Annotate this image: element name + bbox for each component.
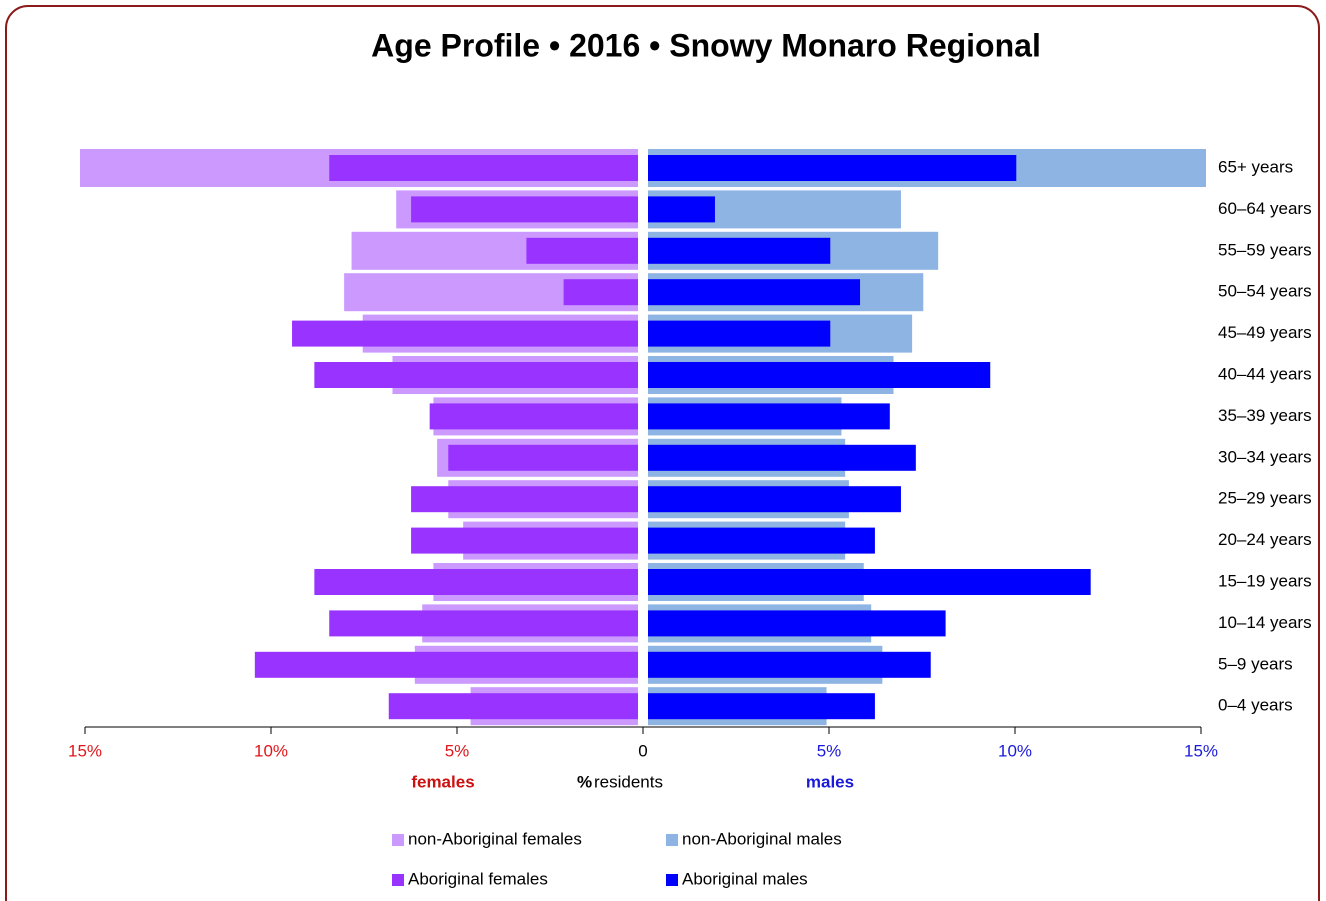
bar [526, 237, 638, 264]
legend-label: non-Aboriginal males [682, 829, 842, 848]
category-label: 60–64 years [1218, 199, 1312, 218]
bar [411, 486, 638, 513]
bar [648, 651, 931, 678]
bar [429, 403, 638, 430]
category-label: 5–9 years [1218, 654, 1293, 673]
legend-swatch [666, 834, 678, 846]
legend-swatch [392, 834, 404, 846]
x-tick-label: 10% [998, 741, 1032, 760]
bar [648, 693, 875, 720]
bar [648, 279, 861, 306]
bar [411, 527, 638, 554]
chart-title: Age Profile • 2016 • Snowy Monaro Region… [371, 27, 1041, 63]
axis-label: residents [594, 772, 663, 791]
x-tick-label: 5% [817, 741, 842, 760]
category-label: 50–54 years [1218, 282, 1312, 301]
x-tick-label: 10% [254, 741, 288, 760]
category-label: 20–24 years [1218, 530, 1312, 549]
bar [648, 610, 946, 637]
bar [648, 486, 901, 513]
bar [314, 569, 638, 595]
category-label: 45–49 years [1218, 323, 1312, 342]
legend-swatch [666, 874, 678, 886]
bar [314, 362, 638, 388]
bar [329, 610, 638, 637]
bar [648, 444, 916, 471]
bar [648, 237, 831, 264]
females-label: females [411, 772, 474, 791]
bar [648, 320, 831, 347]
bar [648, 403, 890, 430]
bar [648, 362, 991, 388]
bar [648, 196, 715, 223]
category-label: 25–29 years [1218, 489, 1312, 508]
bar [411, 196, 638, 223]
legend-label: non-Aboriginal females [408, 829, 582, 848]
category-label: 10–14 years [1218, 613, 1312, 632]
category-label: 35–39 years [1218, 406, 1312, 425]
x-tick-label: 15% [1184, 741, 1218, 760]
males-label: males [806, 772, 854, 791]
bar [448, 444, 638, 471]
bar [648, 569, 1091, 595]
bar [648, 527, 875, 554]
category-label: 55–59 years [1218, 240, 1312, 259]
legend-label: Aboriginal females [408, 869, 548, 888]
x-tick-label: 5% [445, 741, 470, 760]
category-label: 0–4 years [1218, 696, 1293, 715]
bar [648, 155, 1017, 181]
bar [563, 279, 638, 306]
x-tick-label: 15% [68, 741, 102, 760]
category-label: 30–34 years [1218, 447, 1312, 466]
bar [388, 693, 638, 720]
legend-label: Aboriginal males [682, 869, 808, 888]
bar [329, 155, 638, 181]
category-label: 15–19 years [1218, 571, 1312, 590]
bar [292, 320, 638, 347]
x-tick-label: 0 [638, 741, 647, 760]
category-label: 65+ years [1218, 157, 1293, 176]
bar [254, 651, 638, 678]
legend-swatch [392, 874, 404, 886]
category-label: 40–44 years [1218, 364, 1312, 383]
axis-unit: % [577, 772, 592, 791]
